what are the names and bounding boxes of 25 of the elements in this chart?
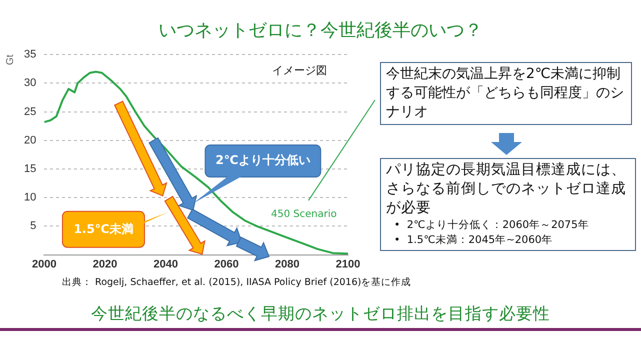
text: • 2℃より十分低く：2060年～2075年 (393, 218, 590, 233)
x-tick-label: 2040 (154, 258, 178, 270)
x-tick-label: 2020 (92, 258, 118, 270)
series-label: 450 Scenario (271, 208, 337, 220)
x-tick-label: 2100 (336, 258, 360, 270)
chart-title: いつネットゼロに？今世紀後半のいつ？ (158, 19, 484, 42)
y-tick-label: 20 (24, 134, 36, 146)
text: 今世紀末の気温上昇を2℃未満に抑制する可能性が「どちらも同程度」のシナリオ (380, 62, 632, 125)
annotation: 2℃より十分低い (205, 144, 321, 177)
text: • 1.5℃未満：2045年~2060年 (393, 233, 554, 248)
y-tick-label: 25 (24, 106, 36, 118)
annotation: イメージ図 (272, 63, 328, 78)
y-tick-label: 35 (24, 48, 36, 61)
y-tick-label: 30 (24, 77, 36, 90)
text: 今世紀後半のなるべく早期のネットゼロ排出を目指す必要性 (90, 303, 551, 325)
text: パリ協定の長期気温目標達成には、さらなる前倒しでのネットゼロ達成が必要 (386, 161, 627, 218)
x-tick-label: 2060 (214, 258, 239, 270)
x-tick-label: 2000 (32, 258, 56, 270)
x-tick-label: 2080 (275, 258, 300, 270)
y-tick-label: 15 (24, 163, 36, 176)
annotation: 1.5℃未満 (62, 211, 144, 248)
y-tick-label: 5 (30, 220, 36, 232)
y-axis-title: Gt (4, 54, 16, 66)
source-note: 出典： Rogelj, Schaeffer, et al. (2015), IIASA Policy Brief (2016)を基に作成 (62, 276, 412, 289)
y-tick-label: 10 (24, 192, 36, 204)
